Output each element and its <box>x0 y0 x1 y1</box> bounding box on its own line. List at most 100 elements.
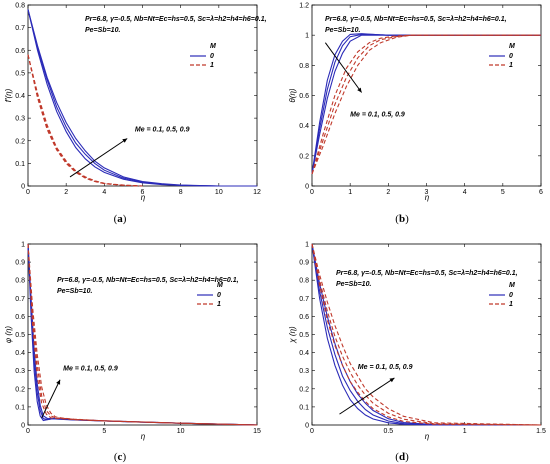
series-line-m1-0 <box>311 34 541 175</box>
y-tick-label: 0.1 <box>299 404 309 411</box>
x-tick-label: 5 <box>501 189 505 196</box>
y-tick-label: 0.8 <box>299 63 309 70</box>
y-tick-label: 0.7 <box>299 296 309 303</box>
y-tick-label: 0.1 <box>15 161 25 168</box>
panel-caption: (a) <box>114 213 127 225</box>
parameter-text-2: Pe=Sb=10. <box>85 27 120 34</box>
y-tick-label: 0 <box>305 423 309 430</box>
series-line-m0-1 <box>311 33 541 174</box>
series-line-m0-2 <box>311 243 542 426</box>
x-tick-label: 6 <box>539 189 543 196</box>
x-tick-label: 6 <box>141 189 145 196</box>
y-tick-label: 0.7 <box>15 296 25 303</box>
caption-paren-close: ) <box>122 451 126 463</box>
x-tick-label: 0 <box>310 428 314 435</box>
x-tick-label: 12 <box>253 189 261 196</box>
series-line-m0-1 <box>27 243 258 426</box>
series-line-m0-0 <box>311 33 541 174</box>
y-tick-label: 1.2 <box>299 3 309 10</box>
annotation-text: Me = 0.1, 0.5, 0.9 <box>135 127 190 134</box>
panel-caption: (b) <box>395 213 409 225</box>
x-axis-label: η <box>425 432 430 441</box>
panel-b: 0 1 2 3 4 5 6 0 0.2 0.4 0.6 0.8 1 1.2 η θ(η) Pr=6.8, γ=-… <box>288 3 543 226</box>
y-tick-label: 0.4 <box>299 350 309 357</box>
y-tick-label: 0.7 <box>15 25 25 32</box>
y-tick-label: 0.5 <box>15 70 25 77</box>
series-line-m0-0 <box>27 9 257 187</box>
y-tick-label: 0.8 <box>299 278 309 285</box>
parameter-text: Pr=6.8, γ=-0.5, Nb=Nt=Ec=hs=0.5, Sc=λ=h2… <box>85 15 267 23</box>
series-line-m1-2 <box>27 54 143 187</box>
legend-title: M <box>509 282 515 289</box>
y-tick-label: 0.4 <box>15 93 25 100</box>
series-line-m0-0 <box>311 243 541 426</box>
annotation-text: Me = 0.1, 0.5, 0.9 <box>358 364 413 371</box>
x-tick-label: 1 <box>348 189 352 196</box>
annotation-arrow-head <box>122 138 128 143</box>
legend-label-m0: 0 <box>210 53 214 60</box>
legend-label-m0: 0 <box>217 292 221 299</box>
plot-frame <box>27 243 258 426</box>
annotation-arrow-head <box>357 87 362 93</box>
y-tick-label: 0.1 <box>15 404 25 411</box>
caption-paren-open: ( <box>114 213 118 225</box>
y-tick-label: 0.6 <box>299 93 309 100</box>
annotation-arrow-head <box>389 377 395 383</box>
y-axis-label: φ (η) <box>4 326 13 344</box>
x-tick-label: 4 <box>102 189 106 196</box>
legend: M 0 1 <box>197 282 223 308</box>
series-line-m0-2 <box>27 9 257 187</box>
legend-title: M <box>210 43 216 50</box>
annotation-text: Me = 0.1, 0.5, 0.9 <box>63 366 118 373</box>
y-tick-label: 0.5 <box>15 332 25 339</box>
x-axis-label: η <box>425 193 430 202</box>
y-tick-label: 0.3 <box>299 368 309 375</box>
x-tick-label: 0.5 <box>383 428 393 435</box>
y-tick-label: 1 <box>305 33 309 40</box>
caption-paren-open: ( <box>114 451 118 463</box>
annotation-arrow <box>324 42 363 93</box>
caption-letter: d <box>399 451 405 463</box>
legend-label-m1: 1 <box>509 62 513 69</box>
legend-label-m1: 1 <box>217 301 221 308</box>
y-tick-label: 0.8 <box>15 3 25 10</box>
plot-frame <box>27 4 258 187</box>
series-line-m1-2 <box>311 243 542 426</box>
legend: M 0 1 <box>190 43 216 69</box>
caption-paren-close: ) <box>405 213 409 225</box>
series-line-m0-0 <box>27 243 258 426</box>
caption-letter: b <box>399 213 405 225</box>
caption-paren-close: ) <box>405 451 409 463</box>
series-line-m1-2 <box>311 34 541 175</box>
x-tick-label: 0 <box>310 189 314 196</box>
y-tick-label: 0.8 <box>15 278 25 285</box>
parameter-text-2: Pe=Sb=10. <box>336 281 371 288</box>
x-tick-label: 2 <box>386 189 390 196</box>
caption-paren-open: ( <box>395 451 399 463</box>
y-axis-label: θ(η) <box>288 88 297 102</box>
annotation-arrow <box>41 379 61 418</box>
y-tick-label: 0 <box>305 184 309 191</box>
x-tick-label: 0 <box>26 189 30 196</box>
annotation-arrow <box>69 138 128 178</box>
panel-a: 0 2 4 6 8 10 1200.10.20.30.40.50.60.70.8ηf'(η)… <box>4 3 267 226</box>
parameter-text: Pr=6.8, γ=-0.5, Nb=Nt=Ec=hs=0.5, Sc=λ=h2… <box>57 276 239 284</box>
annotation-text: Me = 0.1, 0.5, 0.9 <box>350 112 405 119</box>
y-tick-label: 0.4 <box>299 123 309 130</box>
x-tick-label: 10 <box>177 428 185 435</box>
series-line-m0-2 <box>311 34 541 175</box>
parameter-text-2: Pe=Sb=10. <box>57 288 92 295</box>
parameter-text: Pr=6.8, γ=-0.5, Nb=Nt=Ec=hs=0.5, Sc=λ=h2… <box>336 269 518 277</box>
y-tick-label: 0.4 <box>15 350 25 357</box>
x-tick-label: 15 <box>253 428 261 435</box>
series-line-m1-0 <box>27 54 143 187</box>
caption-letter: a <box>117 213 123 225</box>
x-tick-label: 0 <box>26 428 30 435</box>
y-tick-label: 0.6 <box>15 314 25 321</box>
y-tick-label: 0.9 <box>15 260 25 267</box>
y-tick-label: 1 <box>305 242 309 249</box>
x-tick-label: 8 <box>179 189 183 196</box>
y-axis-label: f'(η) <box>4 88 13 102</box>
